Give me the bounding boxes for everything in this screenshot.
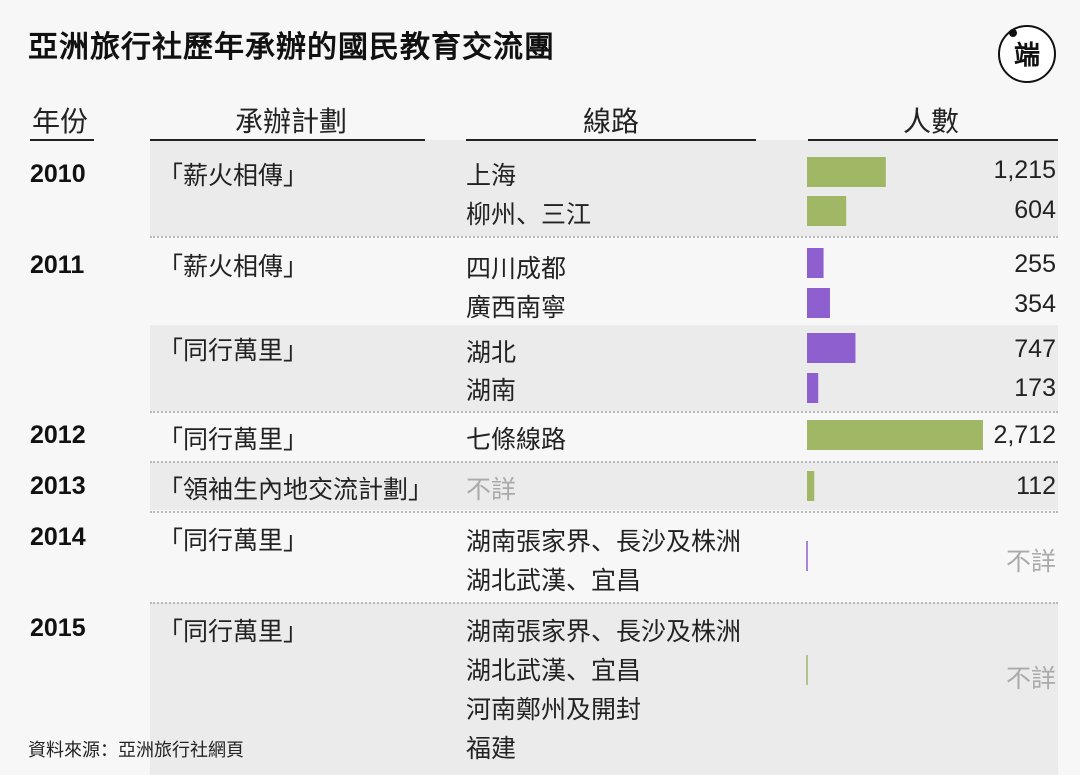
logo-icon: 端 (998, 25, 1056, 83)
plan-label: 「領袖生內地交流計劃」 (158, 475, 434, 504)
value-label: 173 (1014, 374, 1056, 402)
year-label: 2010 (30, 160, 86, 188)
value-label-unknown: 不詳 (1005, 547, 1056, 576)
header-route: 線路 (583, 105, 640, 138)
route-label: 福建 (466, 734, 517, 763)
plan-label: 「同行萬里」 (158, 336, 309, 365)
route-label: 七條線路 (466, 425, 567, 454)
year-label: 2013 (30, 472, 86, 500)
plan-label: 「薪火相傳」 (158, 161, 309, 190)
row-divider (150, 236, 1058, 238)
value-label: 354 (1014, 290, 1056, 318)
header-people: 人數 (903, 105, 960, 138)
svg-text:端: 端 (1014, 41, 1040, 71)
header-underline (466, 139, 756, 141)
route-label: 上海 (466, 161, 517, 190)
source-note: 資料來源：亞洲旅行社網頁 (28, 740, 244, 761)
route-label: 廣西南寧 (466, 293, 567, 322)
row-bg-2015 (150, 603, 1058, 775)
plan-label: 「同行萬里」 (158, 425, 309, 454)
plan-label: 「薪火相傳」 (158, 252, 309, 281)
value-label: 255 (1014, 250, 1056, 278)
plan-label: 「同行萬里」 (158, 526, 309, 555)
row-bg-2010 (150, 140, 1058, 236)
route-label-unknown: 不詳 (466, 475, 517, 504)
route-label: 柳州、三江 (466, 200, 592, 229)
value-label-unknown: 不詳 (1005, 664, 1056, 693)
row-divider (150, 602, 1058, 604)
value-label: 1,215 (993, 156, 1056, 184)
year-label: 2014 (30, 523, 86, 551)
bar (807, 248, 824, 278)
header-plan: 承辦計劃 (235, 105, 348, 138)
row-divider (150, 461, 1058, 463)
route-label: 四川成都 (466, 254, 567, 283)
value-label: 2,712 (993, 421, 1056, 449)
value-label: 604 (1014, 196, 1056, 224)
header-underline (808, 139, 1058, 141)
plan-label: 「同行萬里」 (158, 617, 309, 646)
bar (807, 288, 830, 318)
year-label: 2015 (30, 614, 86, 642)
row-bg-2011-b (150, 325, 1058, 411)
header-year: 年份 (32, 105, 89, 138)
header-underline (30, 139, 94, 141)
route-label: 湖北武漢、宜昌 (466, 656, 642, 685)
value-label: 747 (1014, 335, 1056, 363)
route-label: 河南鄭州及開封 (466, 695, 642, 724)
route-label: 湖南張家界、長沙及株洲 (466, 617, 742, 646)
row-bg-2013 (150, 462, 1058, 510)
row-divider (150, 511, 1058, 513)
year-label: 2011 (30, 251, 85, 279)
value-label: 112 (1016, 472, 1056, 500)
chart-title: 亞洲旅行社歷年承辦的國民教育交流團 (28, 30, 555, 65)
bar (807, 420, 983, 450)
header-underline (150, 139, 425, 141)
row-divider (150, 411, 1058, 413)
route-label: 湖南 (466, 376, 517, 405)
route-label: 湖北武漢、宜昌 (466, 566, 642, 595)
route-label: 湖北 (466, 338, 517, 367)
year-label: 2012 (30, 421, 86, 449)
route-label: 湖南張家界、長沙及株洲 (466, 527, 742, 556)
